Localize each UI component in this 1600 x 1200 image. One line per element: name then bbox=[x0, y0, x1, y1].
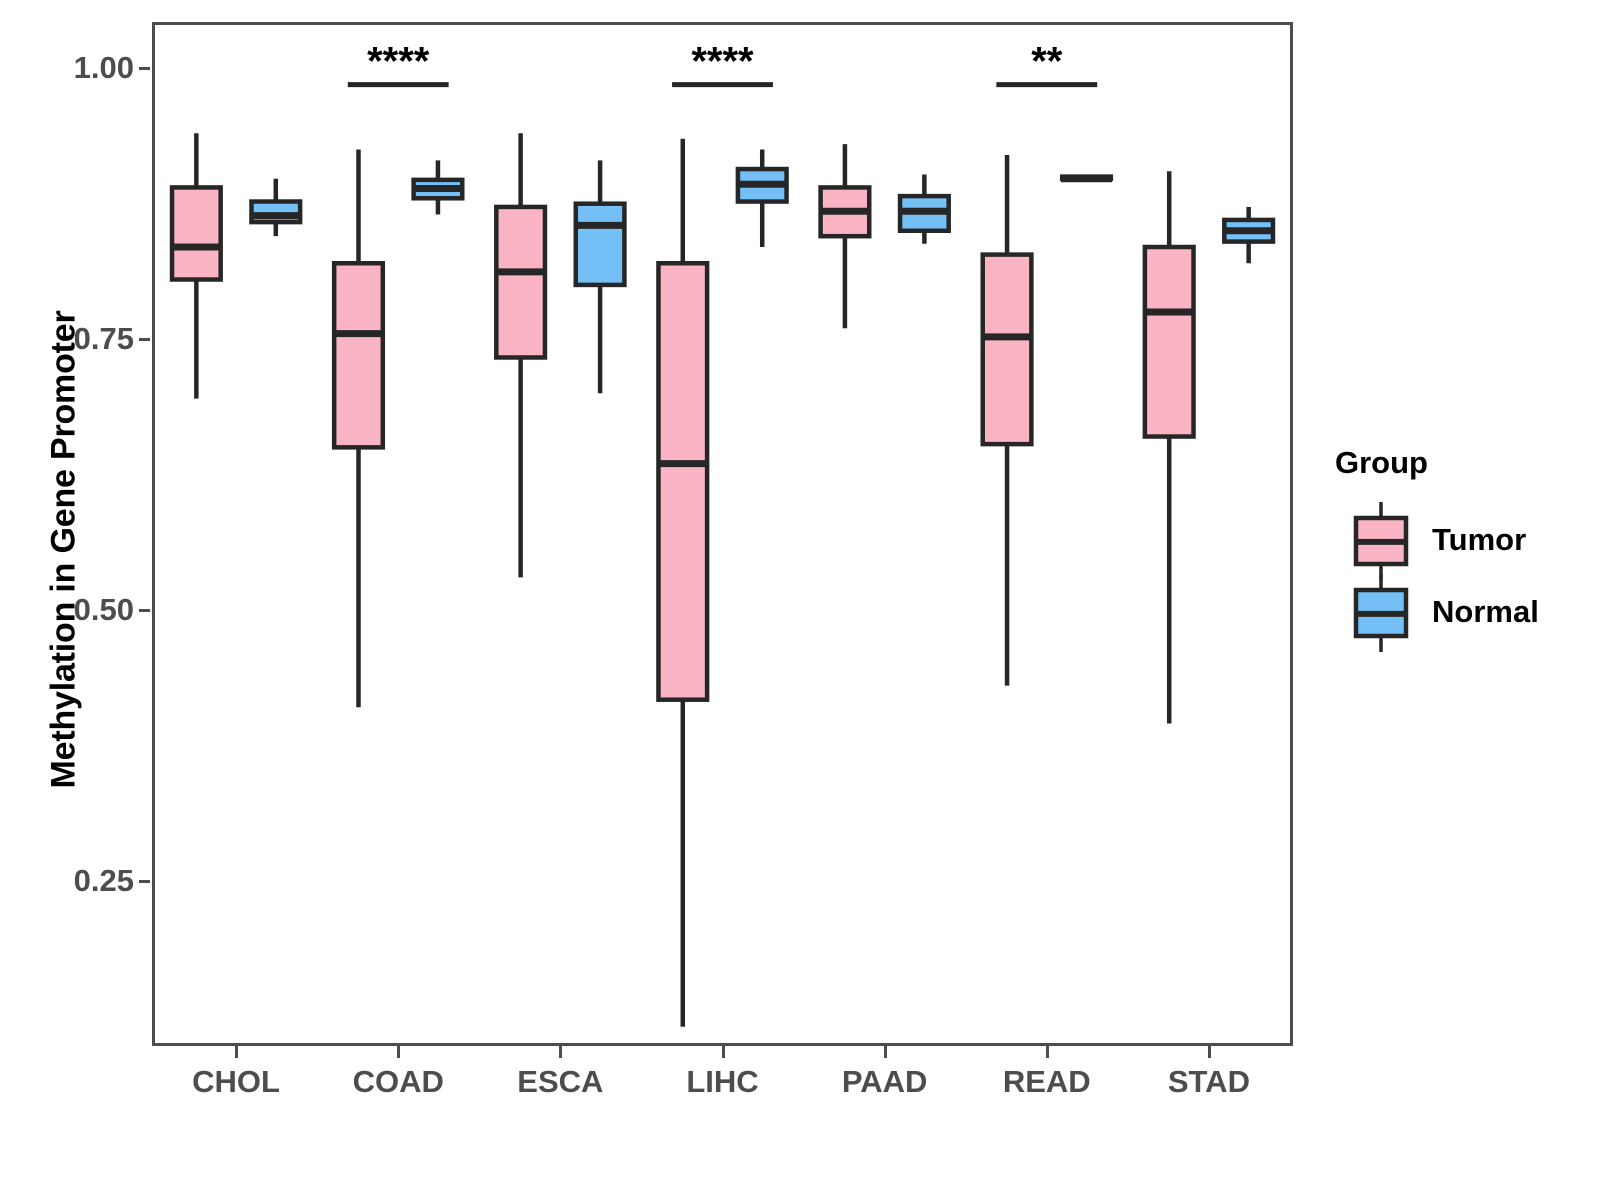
y-tick-mark bbox=[139, 879, 150, 883]
significance-label: **** bbox=[691, 40, 754, 84]
y-axis-title: Methylation in Gene Promoter bbox=[44, 310, 83, 789]
x-tick-label-paad: PAAD bbox=[841, 1064, 928, 1099]
box-iqr bbox=[169, 185, 223, 282]
legend-key-normal[interactable] bbox=[1352, 572, 1410, 654]
x-tick-mark bbox=[397, 1046, 401, 1058]
boxplot-esca-normal bbox=[573, 160, 627, 394]
boxplot-chol-tumor bbox=[169, 133, 223, 399]
y-tick-mark bbox=[139, 67, 150, 71]
x-tick-mark bbox=[559, 1046, 563, 1058]
x-tick-label-coad: COAD bbox=[352, 1064, 444, 1099]
x-tick-mark bbox=[235, 1046, 239, 1058]
box-iqr bbox=[331, 261, 386, 450]
legend-key-glyph bbox=[1353, 502, 1409, 580]
x-tick-label-lihc: LIHC bbox=[686, 1064, 759, 1099]
box-iqr bbox=[980, 252, 1034, 447]
legend-key-glyph bbox=[1353, 574, 1409, 652]
y-tick-mark bbox=[139, 338, 150, 342]
significance-label: ** bbox=[1031, 40, 1063, 84]
boxplot-lihc-normal bbox=[735, 149, 789, 248]
y-tick-mark bbox=[139, 608, 150, 612]
significance-bracket-coad: **** bbox=[347, 40, 449, 88]
boxplot-read-tumor bbox=[980, 154, 1034, 686]
significance-bracket-lihc: **** bbox=[672, 40, 773, 88]
y-tick-label: 1.00 bbox=[73, 50, 134, 86]
x-tick-mark bbox=[1045, 1046, 1049, 1058]
x-tick-label-stad: STAD bbox=[1167, 1064, 1250, 1099]
x-tick-mark bbox=[883, 1046, 887, 1058]
x-tick-label-esca: ESCA bbox=[517, 1064, 604, 1099]
y-tick-label: 0.75 bbox=[73, 321, 134, 357]
x-tick-mark bbox=[1207, 1046, 1211, 1058]
box-iqr bbox=[494, 204, 548, 360]
boxplot-esca-tumor bbox=[494, 133, 548, 578]
y-tick-label: 0.50 bbox=[73, 591, 134, 627]
boxplot-chol-normal bbox=[249, 178, 303, 237]
x-tick-label-chol: CHOL bbox=[192, 1064, 280, 1099]
boxplot-paad-tumor bbox=[818, 144, 872, 329]
boxplot-stad-normal bbox=[1222, 206, 1276, 264]
boxplot-coad-normal bbox=[411, 160, 465, 215]
x-tick-label-read: READ bbox=[1002, 1064, 1091, 1099]
legend-title: Group bbox=[1335, 445, 1428, 480]
box-iqr bbox=[1142, 244, 1196, 439]
boxplot-paad-normal bbox=[897, 174, 951, 244]
legend-label-tumor: Tumor bbox=[1432, 522, 1527, 557]
plot-panel: **** **** ** bbox=[152, 22, 1293, 1046]
legend-key-tumor[interactable] bbox=[1352, 500, 1410, 582]
box-iqr bbox=[656, 261, 710, 702]
boxplot-read-normal bbox=[1059, 174, 1114, 183]
x-tick-mark bbox=[721, 1046, 725, 1058]
boxplot-coad-tumor bbox=[331, 149, 386, 708]
boxplot-lihc-tumor bbox=[656, 138, 710, 1027]
significance-bracket-read: ** bbox=[996, 40, 1098, 88]
boxplot-stad-tumor bbox=[1142, 171, 1196, 724]
box-iqr bbox=[573, 201, 627, 288]
legend-label-normal: Normal bbox=[1432, 594, 1539, 629]
y-tick-label: 0.25 bbox=[73, 862, 134, 898]
boxplot-canvas: **** **** ** bbox=[169, 40, 1276, 1027]
significance-label: **** bbox=[367, 40, 430, 84]
